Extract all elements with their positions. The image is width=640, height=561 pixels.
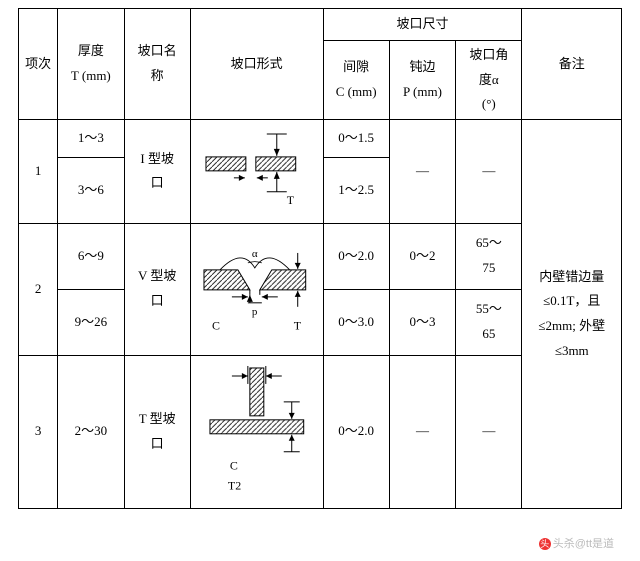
watermark: 头头杀@tt是道: [539, 535, 614, 551]
hdr-thickness: 厚度 T (mm): [58, 9, 124, 120]
thk-2b: 9～26: [58, 289, 124, 355]
svg-text:C: C: [230, 458, 238, 472]
thk-1b: 3～6: [58, 157, 124, 223]
svg-text:p: p: [252, 306, 258, 318]
gap-1b: 1～2.5: [323, 157, 389, 223]
hdr-name: 坡口名 称: [124, 9, 190, 120]
hdr-blunt: 钝边 P (mm): [389, 41, 455, 120]
hdr-dim-group: 坡口尺寸: [323, 9, 522, 41]
hdr-angle: 坡口角 度α (°): [456, 41, 522, 120]
diagram-t-groove: C T2: [190, 355, 323, 508]
idx-3: 3: [19, 355, 58, 508]
thk-3: 2～30: [58, 355, 124, 508]
svg-text:T2: T2: [228, 478, 241, 492]
svg-text:α: α: [252, 248, 258, 260]
gap-2b: 0～3.0: [323, 289, 389, 355]
idx-2: 2: [19, 223, 58, 355]
gap-2a: 0～2.0: [323, 223, 389, 289]
angle-2b: 55～ 65: [456, 289, 522, 355]
angle-1: —: [456, 120, 522, 223]
blunt-2b: 0～3: [389, 289, 455, 355]
angle-3: —: [456, 355, 522, 508]
thk-1a: 1～3: [58, 120, 124, 157]
thk-2a: 6～9: [58, 223, 124, 289]
hdr-index: 项次: [19, 9, 58, 120]
blunt-2a: 0～2: [389, 223, 455, 289]
hdr-form: 坡口形式: [190, 9, 323, 120]
svg-text:C: C: [212, 319, 220, 333]
remark-cell: 内壁错边量 ≤0.1T，且 ≤2mm; 外壁 ≤3mm: [522, 120, 622, 509]
svg-text:T: T: [294, 319, 302, 333]
gap-3: 0～2.0: [323, 355, 389, 508]
blunt-1: —: [389, 120, 455, 223]
name-1: I 型坡 口: [124, 120, 190, 223]
diagram-i-groove: T: [190, 120, 323, 223]
name-3: T 型坡 口: [124, 355, 190, 508]
angle-2a: 65～ 75: [456, 223, 522, 289]
hdr-remark: 备注: [522, 9, 622, 120]
hdr-gap: 间隙 C (mm): [323, 41, 389, 120]
watermark-icon: 头: [539, 538, 551, 550]
groove-spec-table: 项次 厚度 T (mm) 坡口名 称 坡口形式 坡口尺寸 备注 间隙 C (mm…: [18, 8, 622, 509]
idx-1: 1: [19, 120, 58, 223]
cap-t1: T: [287, 193, 295, 207]
blunt-3: —: [389, 355, 455, 508]
name-2: V 型坡 口: [124, 223, 190, 355]
diagram-v-groove: α p C T: [190, 223, 323, 355]
gap-1a: 0～1.5: [323, 120, 389, 157]
